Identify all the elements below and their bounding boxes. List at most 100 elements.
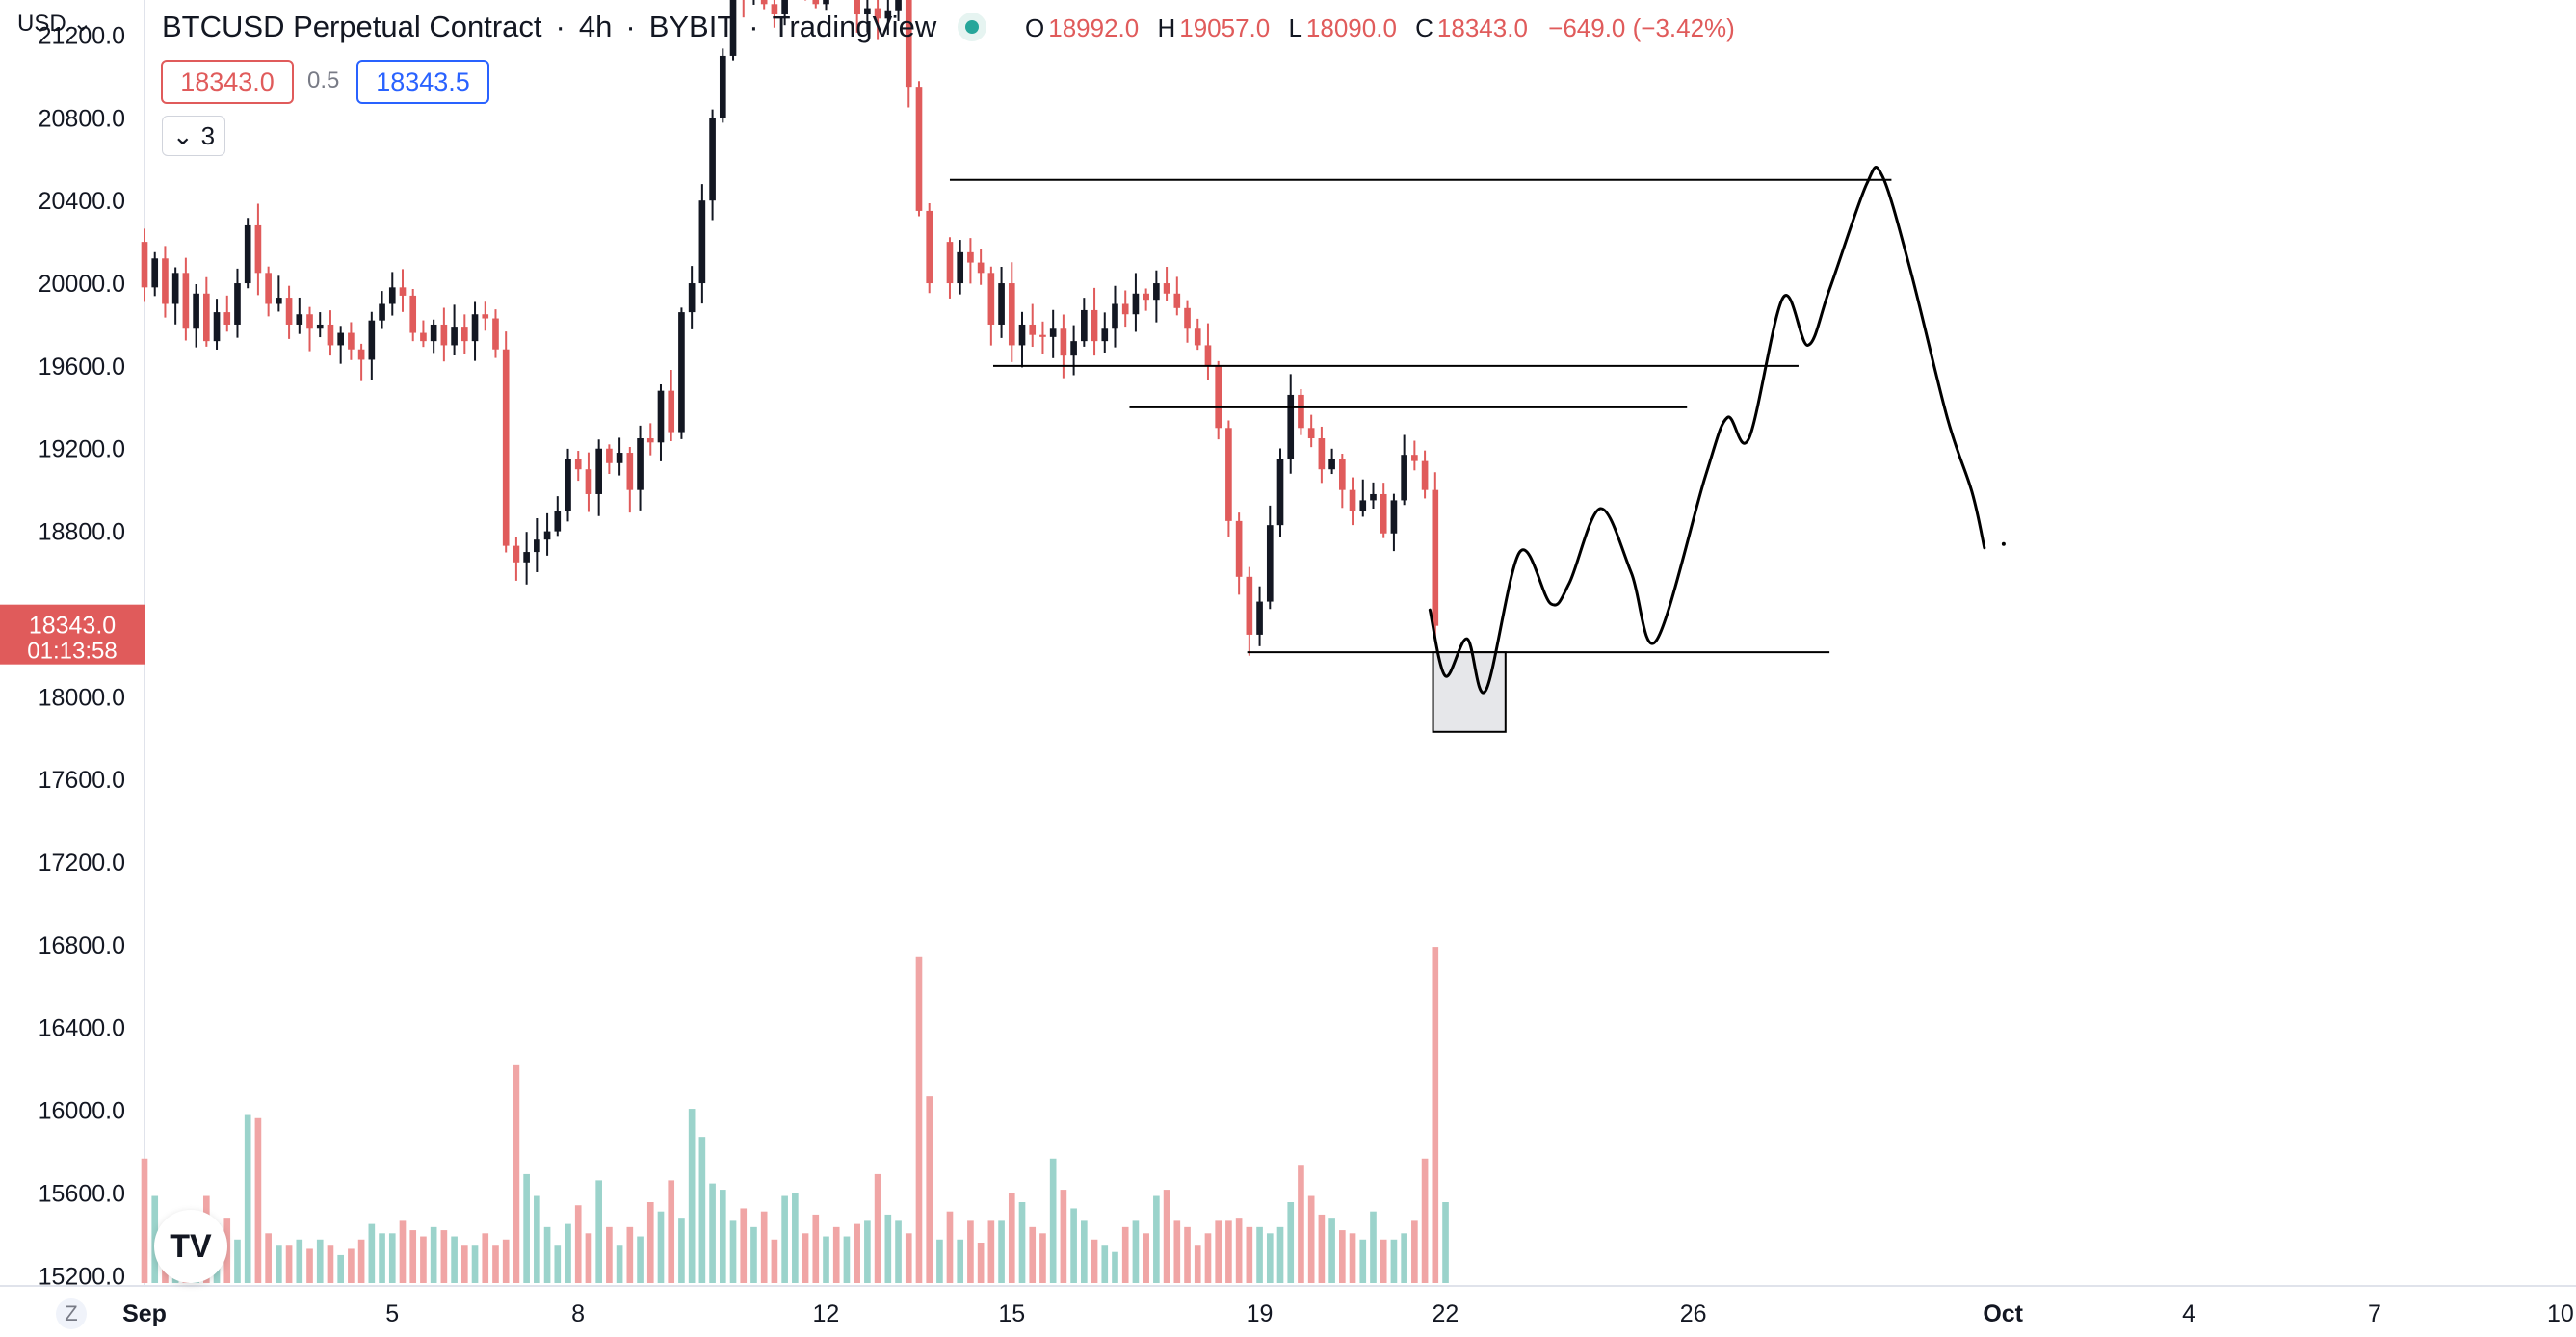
chevron-down-icon: ⌄ [66, 11, 92, 37]
candle-body [1018, 324, 1026, 346]
volume-bar [1225, 1220, 1232, 1283]
indicators-toggle-button[interactable]: ⌄ 3 [162, 116, 225, 156]
open-value: 18992.0 [1048, 13, 1140, 42]
volume-bar [719, 1190, 726, 1283]
candle-body [688, 283, 696, 313]
candle-body [1143, 293, 1149, 301]
volume-bar [1256, 1226, 1263, 1283]
volume-bar [864, 1220, 871, 1283]
time-tick-label: 10 [2547, 1300, 2574, 1327]
volume-bar [1132, 1220, 1140, 1283]
volume-bar [977, 1243, 985, 1283]
tradingview-logo-icon[interactable]: TV [154, 1210, 227, 1283]
volume-bar [306, 1248, 313, 1283]
candle-body [151, 258, 159, 288]
candle-body [1029, 324, 1037, 335]
volume-bar [760, 1211, 768, 1283]
interval-label[interactable]: 4h [578, 10, 613, 43]
candle-body [957, 251, 964, 284]
volume-bar [812, 1214, 820, 1283]
current-price-label: 18343.0 [29, 613, 116, 640]
countdown-label: 01:13:58 [27, 639, 117, 665]
candle-body [523, 552, 530, 563]
volume-bar [409, 1230, 417, 1283]
volume-bar [1091, 1239, 1098, 1283]
volume-bar [1328, 1218, 1335, 1283]
volume-bar [1070, 1208, 1077, 1283]
volume-bar [1153, 1195, 1160, 1283]
sell-button[interactable]: 18343.0 [161, 60, 294, 104]
volume-bar [141, 1158, 148, 1283]
candle-body [409, 295, 417, 333]
candle-body [534, 539, 540, 553]
header-separator: · [625, 10, 636, 43]
candle-body [1411, 455, 1418, 461]
volume-bar [585, 1233, 592, 1283]
volume-bar [626, 1226, 634, 1283]
candle-body [254, 224, 262, 274]
candle-body [678, 312, 685, 433]
price-tick-label: 15600.0 [39, 1180, 125, 1207]
volume-bar [657, 1211, 665, 1283]
candle-body [616, 453, 623, 463]
volume-bar [771, 1239, 778, 1283]
volume-bar [1121, 1226, 1129, 1283]
symbol-title[interactable]: BTCUSD Perpetual Contract [162, 10, 542, 43]
volume-bar [616, 1245, 623, 1283]
candle-body [554, 511, 562, 532]
high-value: 19057.0 [1179, 13, 1271, 42]
volume-bar [565, 1223, 571, 1283]
candle-body [1204, 345, 1212, 366]
volume-bar [554, 1245, 562, 1283]
price-tick-label: 15200.0 [39, 1263, 125, 1290]
buy-button[interactable]: 18343.5 [356, 60, 489, 104]
volume-bar [874, 1173, 881, 1283]
candle-body [1101, 328, 1109, 342]
close-label: C [1415, 13, 1433, 42]
market-status-icon[interactable] [965, 20, 980, 34]
candle-body [1380, 493, 1387, 534]
volume-bar [678, 1218, 685, 1283]
price-tick-label: 20000.0 [39, 271, 125, 298]
ohlc-legend: O 18992.0 H 19057.0 L 18090.0 C 18343.0 −649… [1013, 13, 1735, 43]
candle-body [606, 448, 613, 463]
header-separator: · [749, 10, 759, 43]
candle-body [296, 314, 303, 325]
candle-body [1287, 394, 1295, 459]
symbol-header[interactable]: BTCUSD Perpetual Contract · 4h · BYBIT ·… [162, 10, 980, 44]
currency-selector[interactable]: USD ⌄ [17, 10, 92, 38]
candle-body [987, 273, 995, 325]
volume-bar [905, 1233, 912, 1283]
candle-body [202, 293, 210, 342]
candle-body [884, 10, 892, 19]
candle-body [1039, 334, 1046, 337]
volume-bar [1401, 1233, 1407, 1283]
volume-bar [595, 1180, 602, 1283]
candle-body [162, 258, 169, 304]
candle-body [1307, 428, 1315, 439]
volume-bar [513, 1064, 520, 1283]
volume-bar [440, 1230, 448, 1283]
highlight-box [1432, 651, 1507, 733]
candle-body [1163, 283, 1170, 294]
candle-body [1225, 428, 1232, 521]
candle-body [420, 332, 427, 342]
volume-bar [1039, 1233, 1046, 1283]
volume-bar [987, 1220, 995, 1283]
volume-bar [523, 1173, 530, 1283]
scale-mode-button[interactable]: Z [56, 1298, 87, 1329]
volume-bar [327, 1245, 334, 1283]
candle-body [1070, 341, 1077, 356]
candle-body [1256, 601, 1263, 635]
time-tick-label: Oct [1983, 1300, 2023, 1327]
price-tick-label: 19600.0 [39, 354, 125, 380]
volume-bar [792, 1193, 799, 1283]
volume-bar [1411, 1220, 1418, 1283]
candle-body [585, 469, 592, 494]
candle-body [719, 55, 726, 118]
candle-body [1298, 394, 1304, 429]
time-tick-label: 4 [2182, 1300, 2195, 1327]
candle-body [1060, 328, 1067, 356]
volume-bar [926, 1096, 933, 1283]
